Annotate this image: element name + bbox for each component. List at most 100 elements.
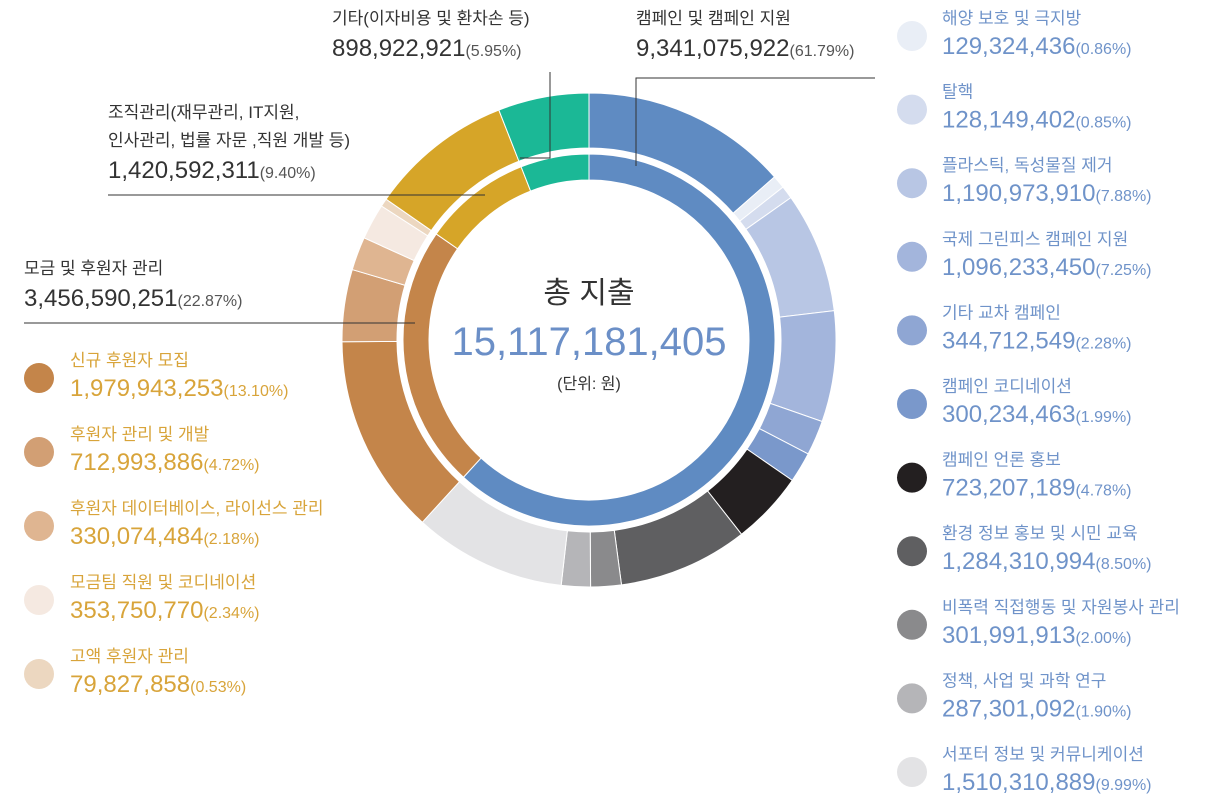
legend-marker [897,94,927,125]
legend-marker [897,683,927,714]
legend-value: 712,993,886(4.72%) [70,449,260,476]
outer-slice [498,92,590,162]
legend-marker [897,462,927,493]
category-value: 9,341,075,922(61.79%) [636,35,854,62]
share-label: (2.28%) [1075,335,1131,352]
legend-marker [897,757,927,787]
legend-value: 301,991,913(2.00%) [942,622,1132,649]
category-value: 1,420,592,311(9.40%) [108,157,316,184]
legend-value: 723,207,189(4.78%) [942,475,1132,502]
legend-marker [897,241,927,272]
share-label: (0.86%) [1075,41,1131,58]
legend-marker [897,315,927,346]
legend-label: 정책, 사업 및 과학 연구 [942,671,1106,690]
legend-value: 1,510,310,889(9.99%) [942,769,1152,796]
legend-marker [897,21,927,51]
value-label: 129,324,436 [942,33,1075,60]
legend-value: 344,712,549(2.28%) [942,327,1132,354]
legend-value: 1,284,310,994(8.50%) [942,548,1152,575]
legend-marker [24,363,54,393]
legend-marker [24,437,54,467]
value-label: 330,074,484 [70,523,203,550]
share-label: (61.79%) [789,43,854,60]
share-label: (13.10%) [223,383,288,400]
category-label: 캠페인 및 캠페인 지원 [636,9,791,28]
legend-marker [24,585,54,615]
legend-label: 신규 후원자 모집 [70,351,189,370]
legend-marker [897,389,927,419]
value-label: 712,993,886 [70,449,203,476]
category-value: 3,456,590,251(22.87%) [24,285,242,312]
legend-marker [897,609,927,640]
leader-line [635,77,875,166]
legend-marker [24,511,54,541]
legend-label: 기타 교차 캠페인 [942,303,1061,322]
legend-label: 고액 후원자 관리 [70,647,189,666]
legend-label: 후원자 데이터베이스, 라이선스 관리 [70,499,324,518]
legend-label: 플라스틱, 독성물질 제거 [942,156,1113,175]
center-title: 총 지출 [543,277,634,310]
unit: (단위: 원) [557,375,621,393]
share-label: (2.34%) [203,605,259,622]
value-label: 3,456,590,251 [24,285,177,312]
outer-slice [769,310,837,423]
inner-slice [462,153,776,527]
legend-value: 129,324,436(0.86%) [942,33,1132,60]
value-label: 1,979,943,253 [70,375,223,402]
legend-value: 330,074,484(2.18%) [70,523,260,550]
legend-label: 환경 정보 홍보 및 시민 교육 [942,524,1138,543]
value-label: 287,301,092 [942,695,1075,722]
legend-value: 79,827,858(0.53%) [70,671,246,698]
share-label: (2.18%) [203,531,259,548]
share-label: (8.50%) [1095,556,1151,573]
share-label: (0.53%) [190,679,246,696]
value-label: 300,234,463 [942,401,1075,428]
legend-label: 서포터 정보 및 커뮤니케이션 [942,745,1144,764]
category-label: 조직관리(재무관리, IT지원, 인사관리, 법률 자문 ,직원 개발 등) [108,103,350,150]
legend-label: 해양 보호 및 극지방 [942,9,1082,28]
share-label: (4.72%) [203,457,259,474]
share-label: (22.87%) [177,293,242,310]
category-label: 모금 및 후원자 관리 [24,259,163,278]
legend-marker [897,168,927,199]
legend-value: 353,750,770(2.34%) [70,597,260,624]
category-value: 898,922,921(5.95%) [332,35,522,62]
share-label: (1.99%) [1075,409,1131,426]
legend-value: 128,149,402(0.85%) [942,107,1132,134]
value-label: 301,991,913 [942,622,1075,649]
share-label: (5.95%) [465,43,521,60]
share-label: (9.40%) [260,165,316,182]
legend-value: 1,190,973,910(7.88%) [942,180,1152,207]
total: 15,117,181,405 [451,320,726,364]
leader-line [520,72,551,159]
legend-label: 모금팀 직원 및 코디네이션 [70,573,256,592]
share-label: (7.25%) [1095,262,1151,279]
value-label: 898,922,921 [332,35,465,62]
legend-label: 탈핵 [942,83,973,102]
share-label: (4.78%) [1075,483,1131,500]
value-label: 1,190,973,910 [942,180,1095,207]
value-label: 353,750,770 [70,597,203,624]
share-label: (2.00%) [1075,630,1131,647]
category-label: 기타(이자비용 및 환차손 등) [332,9,530,28]
value-label: 128,149,402 [942,107,1075,134]
value-label: 1,284,310,994 [942,548,1095,575]
share-label: (0.85%) [1075,115,1131,132]
legend-label: 캠페인 언론 홍보 [942,451,1061,470]
value-label: 344,712,549 [942,327,1075,354]
share-label: (1.90%) [1075,703,1131,720]
share-label: (9.99%) [1095,777,1151,794]
value-label: 1,096,233,450 [942,254,1095,281]
legend-value: 1,979,943,253(13.10%) [70,375,288,402]
legend-value: 1,096,233,450(7.25%) [942,254,1152,281]
legend-marker [897,536,927,567]
value-label: 1,420,592,311 [108,157,260,184]
value-label: 9,341,075,922 [636,35,789,62]
legend-label: 비폭력 직접행동 및 자원봉사 관리 [942,598,1180,617]
value-label: 1,510,310,889 [942,769,1095,796]
legend-marker [24,659,54,689]
legend-value: 287,301,092(1.90%) [942,695,1132,722]
value-label: 723,207,189 [942,475,1075,502]
legend-value: 300,234,463(1.99%) [942,401,1132,428]
